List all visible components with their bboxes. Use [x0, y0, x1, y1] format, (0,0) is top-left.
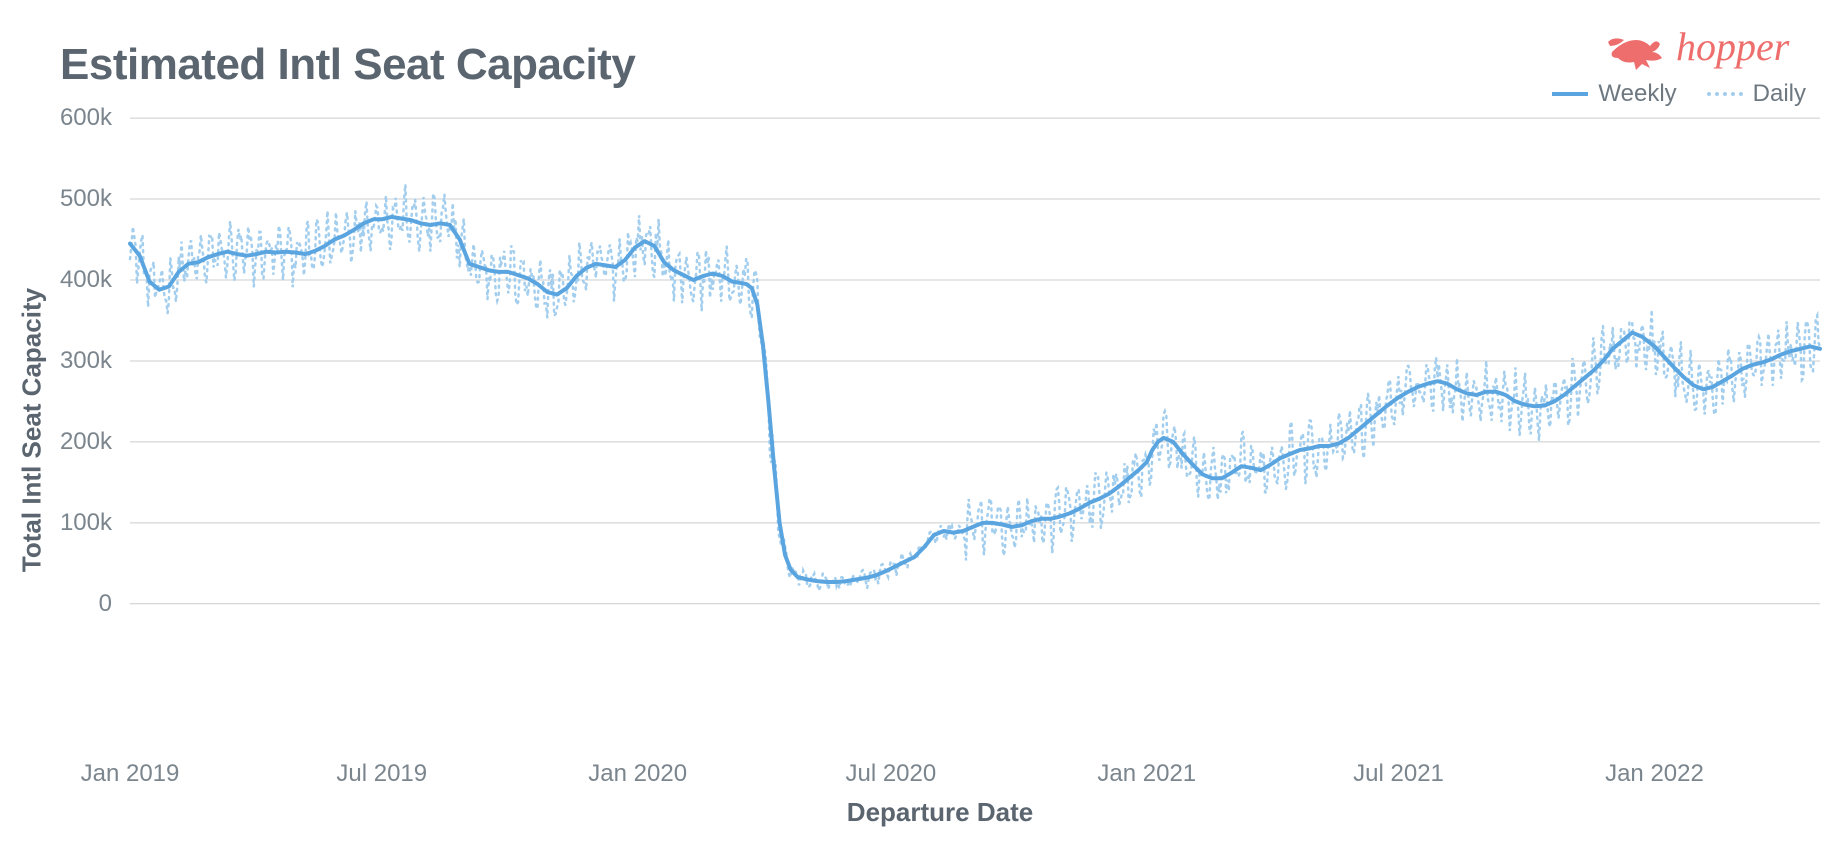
legend-label-weekly: Weekly: [1598, 80, 1676, 108]
series-weekly: [130, 217, 1820, 582]
x-tick-label: Jul 2020: [845, 760, 936, 788]
x-tick-label: Jan 2021: [1097, 760, 1196, 788]
chart-title: Estimated Intl Seat Capacity: [60, 40, 635, 90]
brand-logo: hopper: [1606, 18, 1806, 79]
x-tick-label: Jul 2019: [336, 760, 427, 788]
x-axis-label: Departure Date: [847, 797, 1033, 828]
x-tick-label: Jan 2019: [81, 760, 180, 788]
y-axis-label: Total Intl Seat Capacity: [17, 288, 48, 572]
legend-label-daily: Daily: [1753, 80, 1806, 108]
series-daily: [130, 184, 1820, 590]
x-tick-label: Jan 2020: [588, 760, 687, 788]
y-tick-label: 600k: [60, 104, 120, 132]
legend: Weekly Daily: [1552, 80, 1806, 108]
y-tick-label: 0: [99, 590, 120, 618]
plot-svg: [60, 110, 1820, 750]
x-tick-label: Jul 2021: [1353, 760, 1444, 788]
legend-item-weekly: Weekly: [1552, 80, 1676, 108]
bunny-icon: [1608, 38, 1662, 70]
brand-text: hopper: [1676, 24, 1790, 69]
legend-item-daily: Daily: [1707, 80, 1806, 108]
y-tick-label: 300k: [60, 347, 120, 375]
y-tick-label: 100k: [60, 509, 120, 537]
x-tick-label: Jan 2022: [1605, 760, 1704, 788]
y-tick-label: 400k: [60, 266, 120, 294]
y-tick-label: 200k: [60, 428, 120, 456]
legend-swatch-weekly: [1552, 92, 1588, 96]
legend-swatch-daily: [1707, 92, 1743, 96]
y-tick-label: 500k: [60, 185, 120, 213]
chart-container: Estimated Intl Seat Capacity hopper Week…: [0, 0, 1846, 850]
plot-area: Total Intl Seat Capacity Departure Date …: [60, 110, 1820, 750]
